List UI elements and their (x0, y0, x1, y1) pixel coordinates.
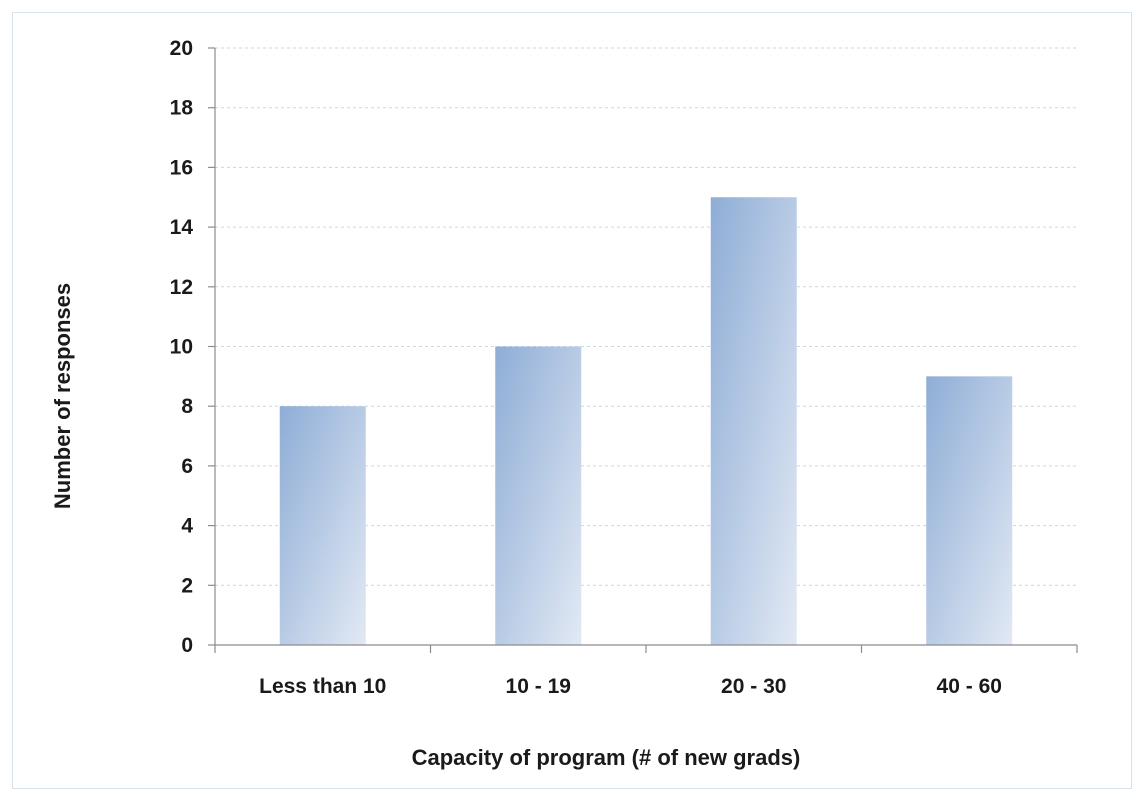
x-tick-label: 20 - 30 (721, 675, 786, 698)
y-axis-title: Number of responses (50, 283, 75, 509)
y-tick-label: 14 (170, 216, 194, 239)
x-tick-label: Less than 10 (259, 675, 386, 698)
y-tick-labels: 0 2 4 6 8 10 12 14 16 18 20 (170, 37, 215, 657)
y-tick-label: 20 (170, 37, 193, 60)
x-tick-label: 10 - 19 (506, 675, 571, 698)
y-tick-label: 8 (181, 395, 193, 418)
bars (279, 197, 1013, 645)
x-axis-title: Capacity of program (# of new grads) (412, 745, 801, 770)
bar (926, 376, 1013, 645)
bar (710, 197, 797, 645)
y-tick-label: 2 (181, 574, 193, 597)
x-tick-label: 40 - 60 (937, 675, 1002, 698)
y-tick-label: 18 (170, 97, 194, 120)
x-tick-labels: Less than 10 10 - 19 20 - 30 40 - 60 (214, 645, 1078, 698)
chart-frame (12, 12, 1132, 789)
y-tick-label: 16 (170, 156, 193, 179)
bar (279, 406, 366, 645)
bar (495, 346, 582, 645)
y-tick-label: 10 (170, 336, 193, 359)
y-tick-label: 12 (170, 276, 193, 299)
y-tick-label: 6 (181, 455, 193, 478)
y-tick-label: 0 (181, 634, 193, 657)
y-tick-label: 4 (181, 515, 193, 538)
